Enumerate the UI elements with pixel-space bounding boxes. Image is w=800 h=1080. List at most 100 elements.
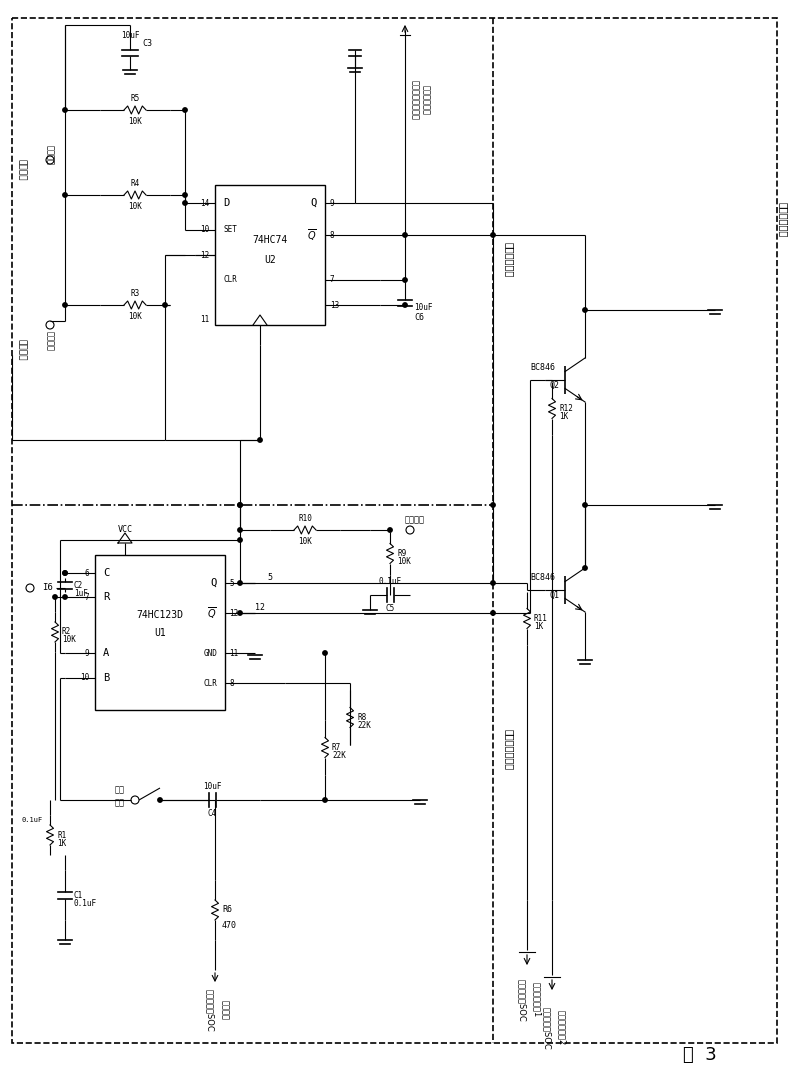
Circle shape [182, 108, 187, 112]
Text: 13: 13 [330, 300, 339, 310]
Text: 1K: 1K [57, 838, 66, 848]
Text: D: D [223, 198, 230, 208]
Text: C6: C6 [414, 313, 424, 323]
Text: 接至嵌入式SOC: 接至嵌入式SOC [518, 978, 526, 1022]
Text: 9: 9 [84, 648, 89, 658]
Text: C2: C2 [74, 581, 83, 590]
Circle shape [258, 437, 262, 442]
Text: 开关: 开关 [115, 798, 125, 808]
Circle shape [491, 611, 495, 616]
Text: 10K: 10K [128, 117, 142, 126]
Text: 待机电源: 待机电源 [405, 515, 425, 525]
Circle shape [62, 193, 67, 198]
Text: GND: GND [203, 648, 217, 658]
Text: 开机电源: 开机电源 [46, 145, 54, 165]
Text: 11: 11 [200, 315, 209, 324]
Bar [215, 185, 325, 325]
Text: Q: Q [310, 198, 317, 208]
Circle shape [53, 595, 58, 599]
Circle shape [62, 302, 67, 307]
Text: 8: 8 [330, 230, 334, 240]
Text: 14: 14 [200, 199, 209, 207]
Text: Q2: Q2 [550, 380, 560, 390]
Text: 0.1uF: 0.1uF [22, 816, 43, 823]
Text: 6: 6 [84, 568, 89, 578]
Text: 通用输出信号1: 通用输出信号1 [533, 983, 542, 1017]
Circle shape [182, 201, 187, 205]
Text: 8: 8 [229, 678, 234, 688]
Text: R6: R6 [222, 905, 232, 915]
Circle shape [238, 503, 242, 508]
Text: R9: R9 [397, 549, 406, 558]
Text: VCC: VCC [118, 525, 133, 534]
Text: 470: 470 [222, 920, 237, 930]
Text: Q1: Q1 [550, 591, 560, 599]
Text: C1: C1 [74, 891, 83, 900]
Text: R8: R8 [357, 713, 366, 723]
Text: 单稳态触发电路: 单稳态触发电路 [504, 729, 514, 770]
Text: 开机电源: 开机电源 [18, 159, 26, 180]
Circle shape [62, 108, 67, 112]
Text: 22K: 22K [332, 751, 346, 760]
Text: R12: R12 [559, 404, 573, 413]
Text: 10uF: 10uF [121, 30, 139, 40]
Text: 12: 12 [255, 604, 265, 612]
Text: 10uF: 10uF [203, 782, 222, 791]
Text: CLR: CLR [223, 275, 237, 284]
Text: 图  3: 图 3 [683, 1047, 717, 1064]
Text: 12: 12 [229, 608, 238, 618]
Text: 0.1uF: 0.1uF [378, 577, 402, 586]
Text: R7: R7 [332, 743, 342, 752]
Text: 10K: 10K [128, 202, 142, 211]
Text: 1uF: 1uF [74, 590, 88, 598]
Text: U1: U1 [154, 627, 166, 638]
Text: 10K: 10K [128, 312, 142, 321]
Text: R1: R1 [57, 831, 66, 839]
Text: 待机电源: 待机电源 [18, 339, 26, 361]
Circle shape [323, 798, 327, 802]
Text: 11: 11 [229, 648, 238, 658]
Text: 0.1uF: 0.1uF [74, 900, 97, 908]
Text: 中断输入: 中断输入 [221, 1000, 230, 1020]
Text: 10: 10 [80, 674, 89, 683]
Text: BC846: BC846 [530, 364, 555, 373]
Text: 7: 7 [84, 593, 89, 602]
Text: A: A [103, 648, 110, 658]
Text: R3: R3 [130, 289, 140, 298]
Circle shape [491, 233, 495, 238]
Circle shape [62, 571, 67, 576]
Text: 接至系统电源电路: 接至系统电源电路 [410, 80, 419, 120]
Text: 74HC123D: 74HC123D [137, 610, 183, 620]
Text: R4: R4 [130, 179, 140, 188]
Circle shape [238, 611, 242, 616]
Text: 12: 12 [200, 251, 209, 259]
Text: 7: 7 [330, 275, 334, 284]
Text: C: C [103, 568, 110, 578]
Text: 1K: 1K [534, 622, 543, 631]
Circle shape [403, 278, 407, 282]
Text: 待机: 待机 [115, 785, 125, 795]
Text: C3: C3 [142, 39, 152, 48]
Text: 10K: 10K [397, 557, 411, 566]
Text: 待机电源: 待机电源 [46, 330, 54, 351]
Text: 频转触发电路: 频转触发电路 [504, 242, 514, 278]
Circle shape [491, 503, 495, 508]
Text: 10K: 10K [62, 635, 76, 645]
Circle shape [182, 193, 187, 198]
Circle shape [238, 581, 242, 585]
Text: 接至嵌入式SOC: 接至嵌入式SOC [542, 1007, 551, 1050]
Text: 10uF: 10uF [414, 303, 433, 312]
Text: $\overline{Q}$: $\overline{Q}$ [307, 227, 317, 243]
Text: 开关控制输入: 开关控制输入 [421, 85, 430, 114]
Text: R11: R11 [534, 615, 548, 623]
Text: 5: 5 [267, 573, 273, 582]
Circle shape [163, 302, 167, 307]
Bar [95, 555, 225, 710]
Text: $\overline{Q}$: $\overline{Q}$ [207, 605, 217, 621]
Circle shape [238, 538, 242, 542]
Text: Q: Q [210, 578, 217, 588]
Text: I6: I6 [42, 583, 53, 593]
Text: 10: 10 [200, 226, 209, 234]
Text: B: B [103, 673, 110, 683]
Circle shape [158, 798, 162, 802]
